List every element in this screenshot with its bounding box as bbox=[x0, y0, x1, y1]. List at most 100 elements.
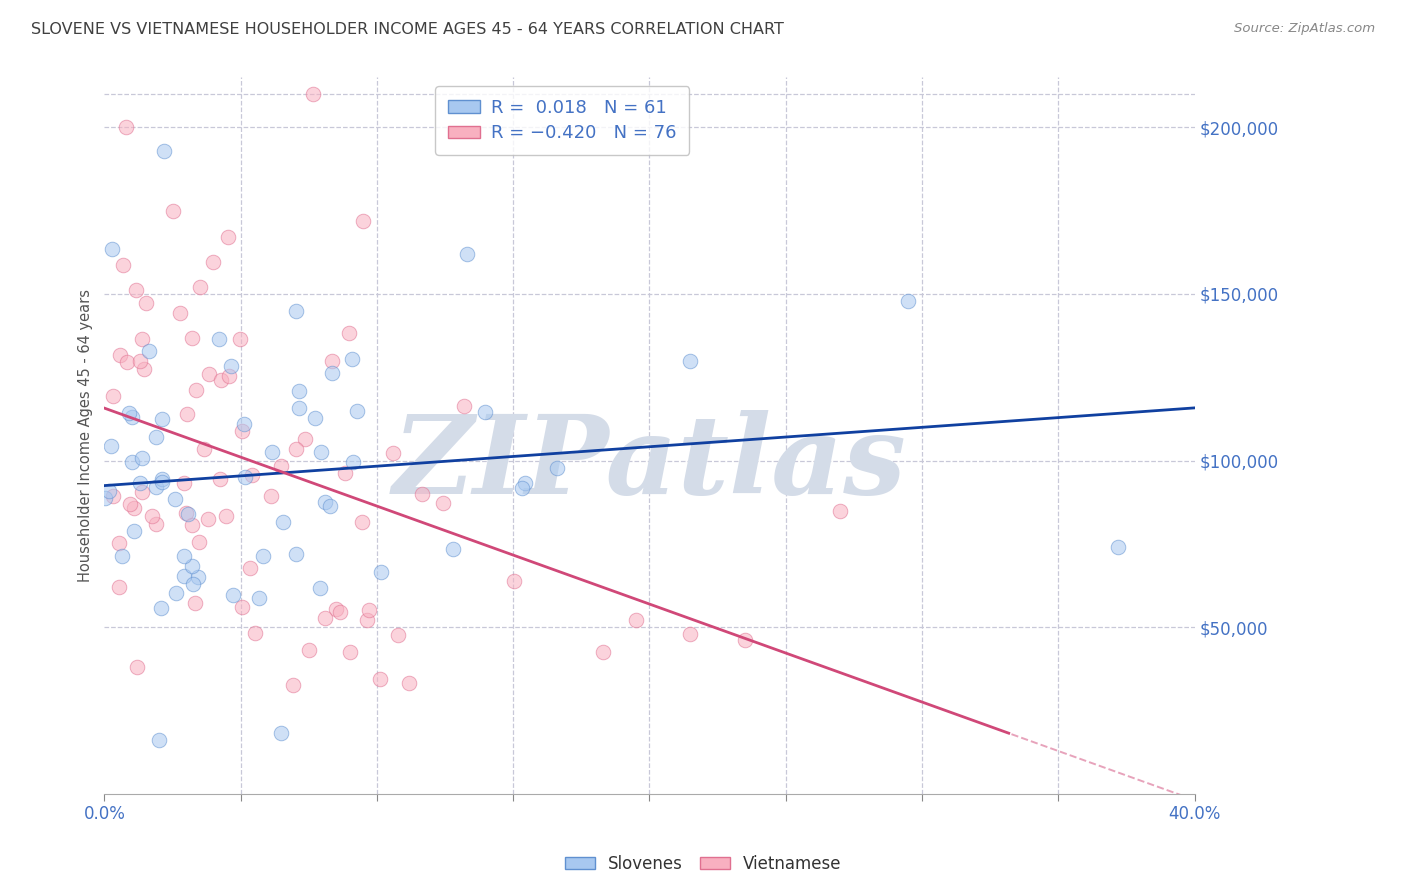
Point bbox=[111, 549, 134, 563]
Point bbox=[201, 255, 224, 269]
Point bbox=[145, 516, 167, 531]
Point bbox=[352, 213, 374, 227]
Point bbox=[150, 412, 173, 426]
Point bbox=[592, 645, 614, 659]
Legend: Slovenes, Vietnamese: Slovenes, Vietnamese bbox=[558, 848, 848, 880]
Point bbox=[342, 455, 364, 469]
Point bbox=[232, 417, 254, 431]
Point bbox=[503, 574, 526, 588]
Point bbox=[188, 534, 211, 549]
Point bbox=[218, 368, 240, 383]
Point bbox=[679, 353, 702, 368]
Point bbox=[209, 373, 232, 387]
Point bbox=[134, 362, 156, 376]
Point bbox=[270, 725, 292, 739]
Point bbox=[233, 469, 256, 483]
Point bbox=[138, 344, 160, 359]
Point bbox=[219, 359, 242, 373]
Point bbox=[181, 518, 204, 533]
Point bbox=[260, 489, 283, 503]
Point bbox=[181, 558, 204, 573]
Point bbox=[94, 491, 117, 506]
Point bbox=[302, 87, 325, 101]
Point bbox=[270, 458, 292, 473]
Point bbox=[163, 492, 186, 507]
Point bbox=[432, 496, 454, 510]
Point bbox=[333, 467, 356, 481]
Point bbox=[294, 433, 316, 447]
Point bbox=[180, 331, 202, 345]
Point bbox=[513, 476, 536, 491]
Point bbox=[357, 602, 380, 616]
Point bbox=[456, 247, 478, 261]
Point bbox=[314, 611, 336, 625]
Point bbox=[222, 588, 245, 602]
Point bbox=[387, 628, 409, 642]
Point bbox=[340, 351, 363, 366]
Point bbox=[321, 367, 343, 381]
Point bbox=[209, 473, 232, 487]
Point bbox=[288, 401, 311, 416]
Point bbox=[101, 388, 124, 402]
Point bbox=[231, 600, 253, 615]
Point bbox=[131, 485, 153, 500]
Point bbox=[118, 498, 141, 512]
Point bbox=[98, 484, 121, 499]
Point bbox=[243, 625, 266, 640]
Point bbox=[309, 445, 332, 459]
Point bbox=[247, 591, 270, 606]
Point bbox=[121, 455, 143, 469]
Point bbox=[1107, 540, 1129, 554]
Text: ZIPatlas: ZIPatlas bbox=[392, 410, 907, 518]
Point bbox=[121, 409, 143, 424]
Point bbox=[118, 406, 141, 420]
Point bbox=[441, 542, 464, 557]
Point bbox=[129, 354, 152, 368]
Point bbox=[176, 407, 198, 421]
Point bbox=[107, 580, 129, 594]
Point bbox=[141, 508, 163, 523]
Point bbox=[111, 259, 134, 273]
Point bbox=[240, 468, 263, 483]
Point bbox=[304, 411, 326, 425]
Point bbox=[231, 424, 253, 438]
Point bbox=[169, 306, 191, 320]
Point bbox=[173, 475, 195, 490]
Text: SLOVENE VS VIETNAMESE HOUSEHOLDER INCOME AGES 45 - 64 YEARS CORRELATION CHART: SLOVENE VS VIETNAMESE HOUSEHOLDER INCOME… bbox=[31, 22, 783, 37]
Point bbox=[145, 430, 167, 444]
Point bbox=[453, 399, 475, 413]
Point bbox=[208, 332, 231, 346]
Point bbox=[325, 602, 347, 616]
Point bbox=[101, 242, 124, 256]
Point bbox=[734, 633, 756, 648]
Point bbox=[122, 524, 145, 538]
Point bbox=[186, 570, 208, 584]
Point bbox=[228, 332, 250, 346]
Point bbox=[339, 645, 361, 659]
Point bbox=[252, 549, 274, 563]
Point bbox=[153, 144, 176, 158]
Point bbox=[217, 230, 239, 244]
Point bbox=[145, 480, 167, 494]
Point bbox=[117, 355, 139, 369]
Point bbox=[546, 460, 568, 475]
Point bbox=[184, 384, 207, 398]
Point bbox=[100, 439, 122, 453]
Point bbox=[176, 507, 198, 521]
Point bbox=[215, 509, 238, 524]
Point bbox=[115, 120, 138, 135]
Point bbox=[197, 512, 219, 526]
Point bbox=[131, 450, 153, 465]
Point bbox=[474, 404, 496, 418]
Point bbox=[184, 597, 207, 611]
Point bbox=[122, 501, 145, 516]
Point bbox=[149, 600, 172, 615]
Point bbox=[288, 384, 311, 399]
Point bbox=[897, 293, 920, 308]
Point bbox=[165, 586, 187, 600]
Point bbox=[285, 304, 308, 318]
Point bbox=[284, 442, 307, 456]
Point bbox=[352, 516, 374, 530]
Point bbox=[398, 675, 420, 690]
Text: Source: ZipAtlas.com: Source: ZipAtlas.com bbox=[1234, 22, 1375, 36]
